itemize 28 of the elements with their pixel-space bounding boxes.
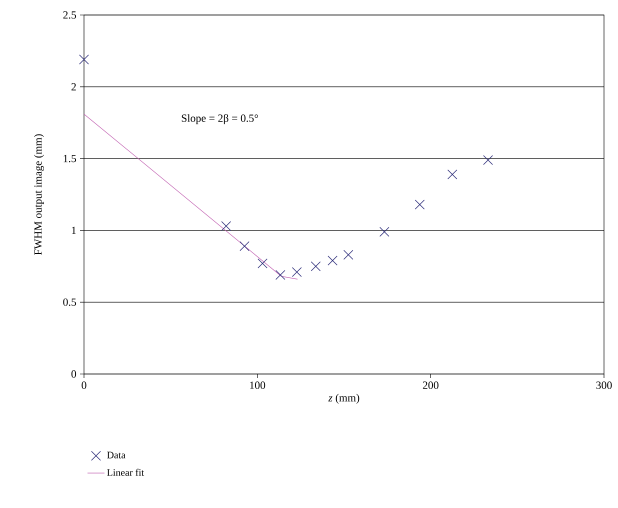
- point: [292, 267, 302, 277]
- point: [379, 226, 390, 237]
- legend-label: Data: [107, 452, 126, 458]
- y-tick-label: 2.5: [63, 11, 76, 19]
- point: [343, 250, 354, 260]
- x-tick-label: 200: [422, 382, 438, 389]
- point: [240, 241, 250, 252]
- x-axis-title: z (mm): [328, 394, 360, 404]
- point: [447, 169, 458, 180]
- point: [483, 155, 493, 165]
- x-tick-label: 300: [596, 382, 612, 389]
- point: [79, 54, 89, 64]
- point: [310, 261, 321, 272]
- y-tick-label: 1: [72, 226, 76, 234]
- point: [258, 258, 268, 268]
- point: [275, 270, 286, 280]
- point: [221, 221, 232, 232]
- point: [328, 256, 338, 266]
- y-tick-label: 1.5: [64, 154, 76, 162]
- annotation: Slope = 2β = 0.5°: [182, 114, 258, 124]
- y-axis-title: FWHM output image (mm): [34, 134, 44, 255]
- point: [414, 200, 425, 210]
- y-tick-label: 0.5: [63, 298, 76, 306]
- x-tick-label: 100: [250, 382, 266, 389]
- y-tick-label: 0: [71, 370, 76, 378]
- legend-label: Linear fit: [107, 468, 144, 476]
- x-tick-label: 0: [82, 382, 86, 389]
- y-tick-label: 2: [71, 83, 76, 90]
